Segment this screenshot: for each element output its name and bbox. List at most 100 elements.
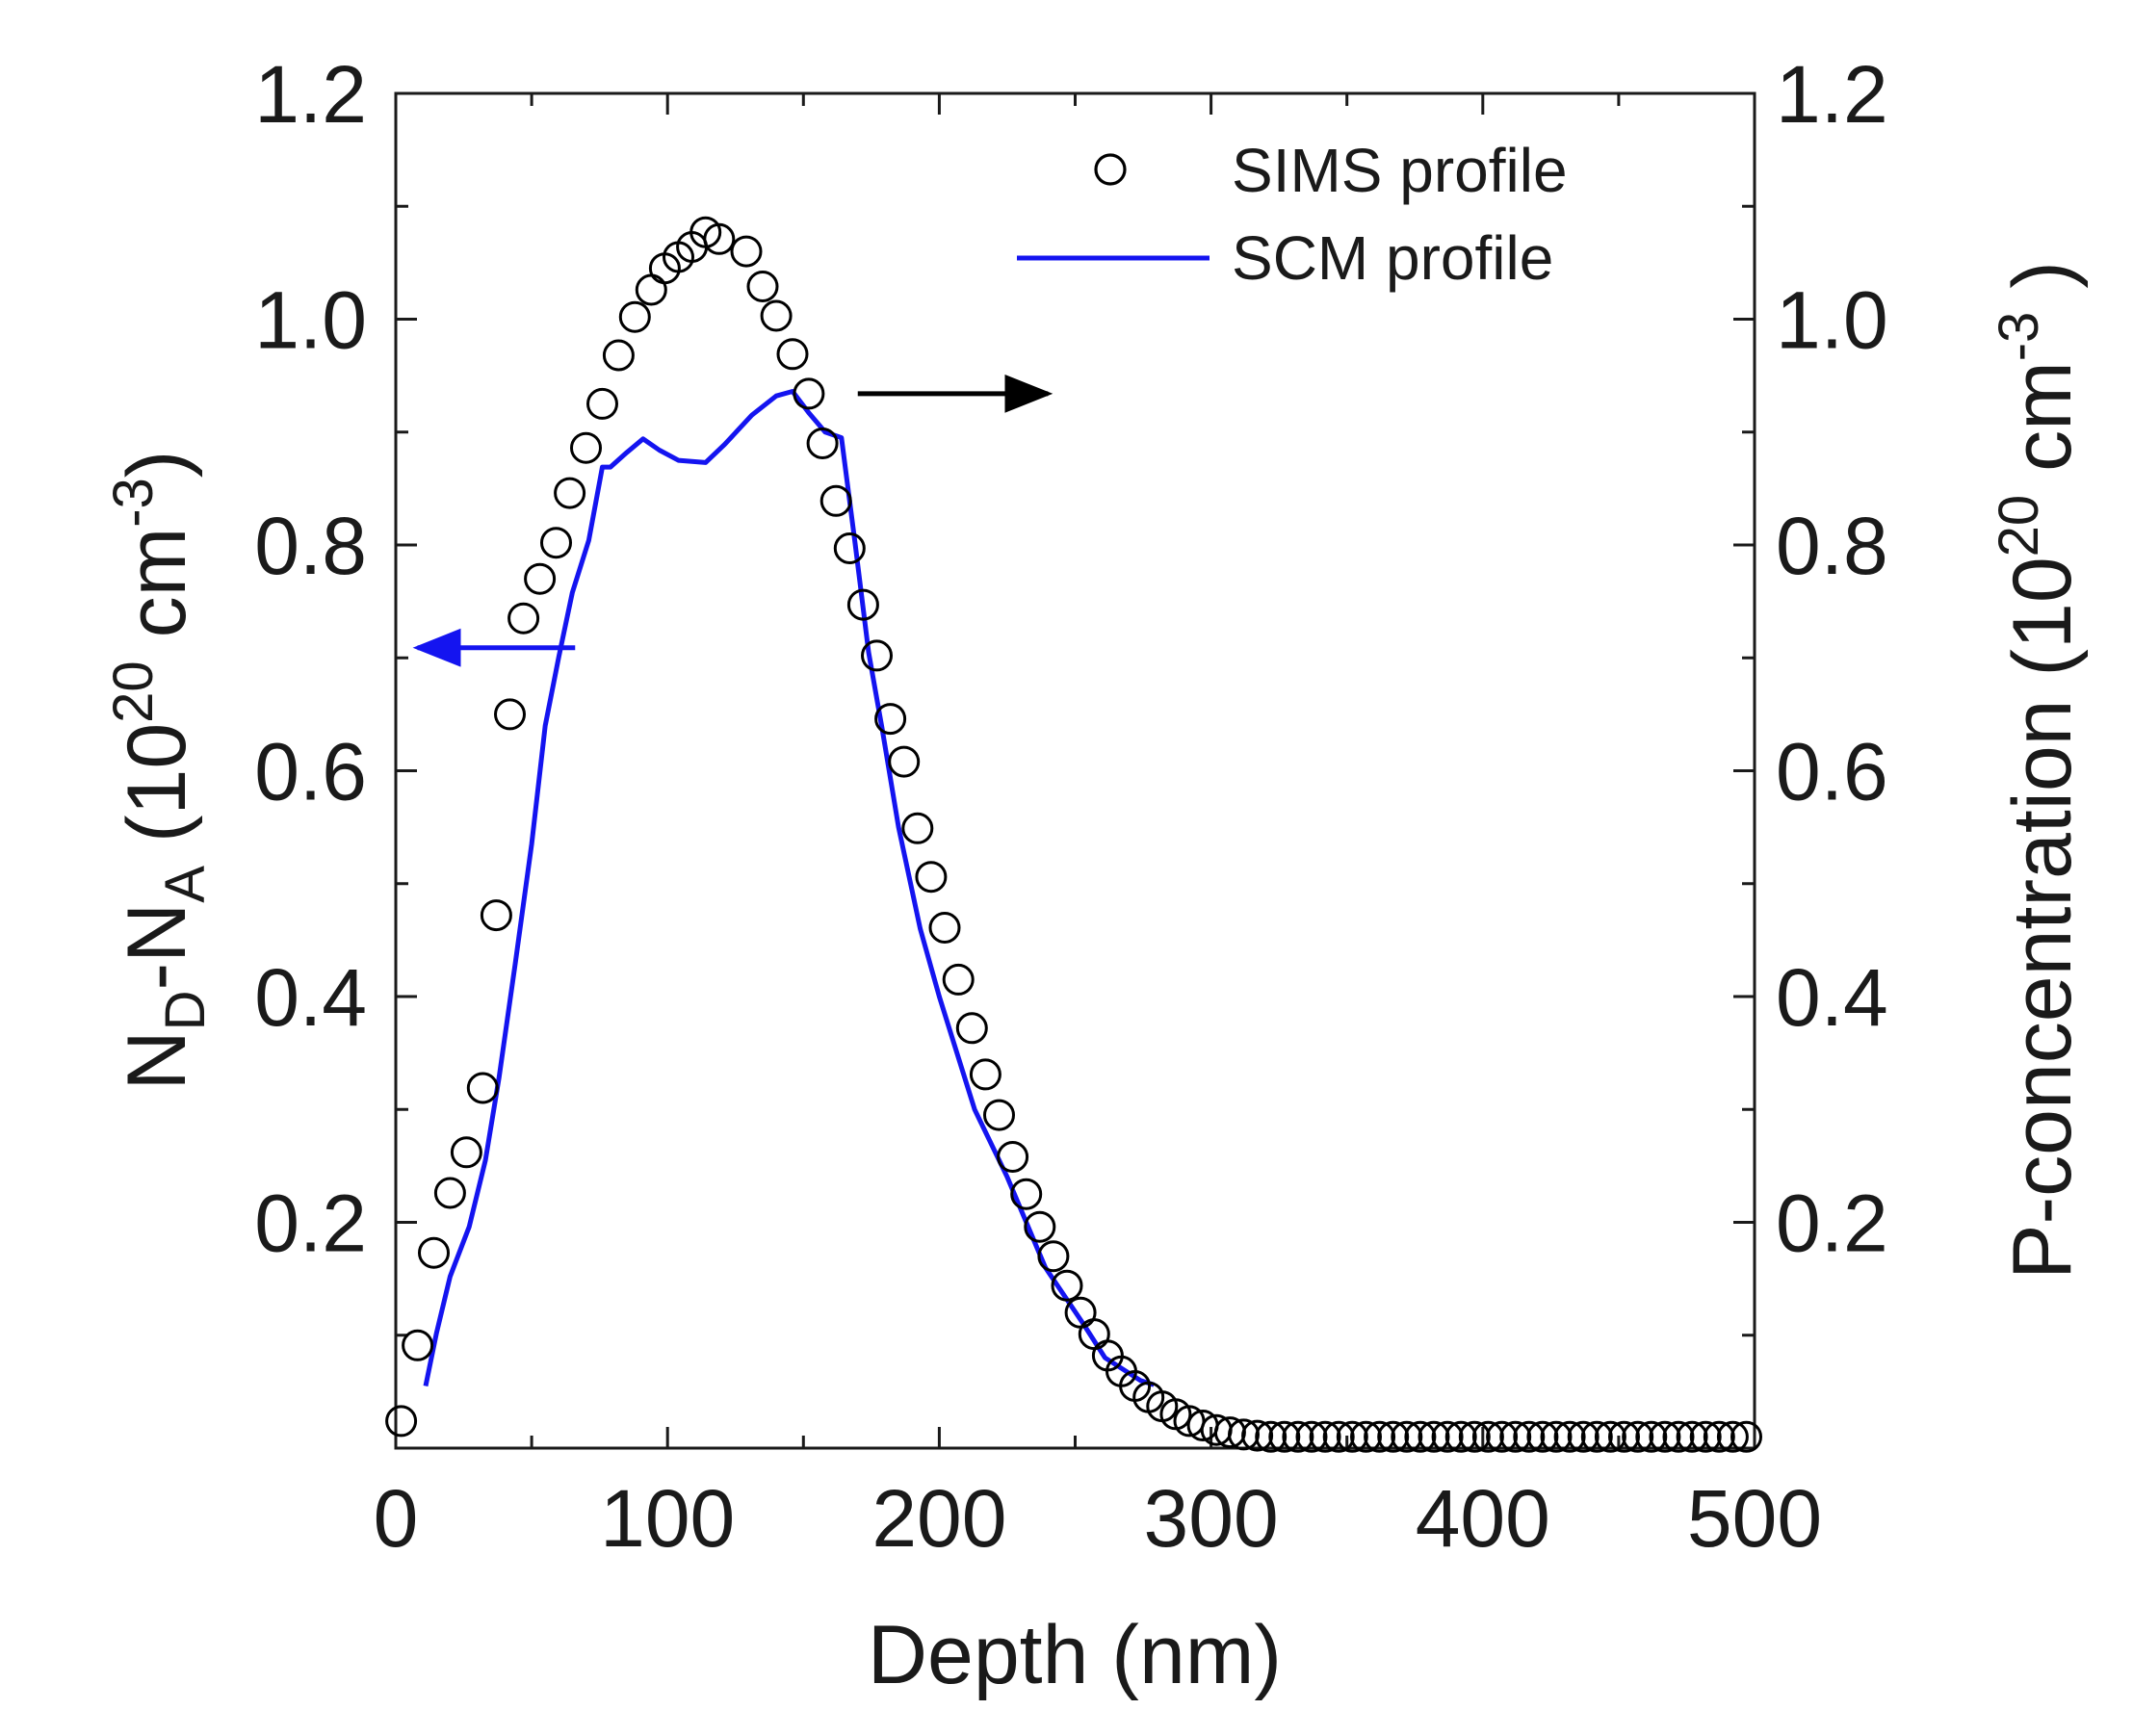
sims-point: [1309, 1420, 1341, 1453]
sims-point: [554, 477, 586, 509]
sims-point: [1703, 1420, 1735, 1453]
y-axis-title-right: P-concentration (1020 cm-3 ): [1988, 261, 2089, 1280]
sims-point: [806, 428, 839, 459]
sims-point: [1418, 1420, 1450, 1453]
sims-point: [586, 387, 618, 420]
sims-point: [1391, 1420, 1423, 1453]
sims-point: [1553, 1420, 1586, 1453]
x-tick-label: 400: [1416, 1473, 1550, 1564]
y-right-tick-label: 0.8: [1776, 501, 1888, 591]
sims-point: [793, 377, 825, 410]
sims-point: [570, 431, 602, 464]
sims-point: [1336, 1420, 1368, 1453]
sims-point: [1622, 1420, 1654, 1453]
sims-point: [888, 745, 921, 778]
sims-point: [1024, 1210, 1056, 1243]
y-right-tick-label: 0.6: [1776, 727, 1888, 817]
sims-point: [1322, 1420, 1355, 1453]
sims-point: [1364, 1420, 1396, 1453]
y-right-tick-label: 1.0: [1776, 275, 1888, 366]
sims-point: [1350, 1420, 1382, 1453]
y-right-tick-label: 0.4: [1776, 952, 1888, 1043]
sims-point: [494, 698, 526, 731]
sims-point: [1444, 1420, 1477, 1453]
sims-point: [524, 562, 557, 595]
sims-point: [1662, 1420, 1695, 1453]
y-right-unit: cm: [1996, 361, 2089, 495]
scm-profile-series: [423, 389, 1156, 1387]
sims-point: [861, 639, 893, 672]
sims-point: [1540, 1420, 1573, 1453]
sims-point: [846, 588, 879, 621]
x-tick-labels: 0 100 200 300 400 500: [374, 1473, 1822, 1564]
sims-point: [776, 338, 809, 371]
y-right-tick-labels: 0.2 0.4 0.6 0.8 1.0 1.2: [1776, 49, 1888, 1269]
legend-sims-label: SIMS profile: [1232, 136, 1568, 205]
x-tick-label: 200: [871, 1473, 1006, 1564]
sims-point: [1268, 1420, 1301, 1453]
sims-point: [1580, 1420, 1613, 1453]
y-left-paren-open: (10: [111, 723, 203, 866]
y-left-tick-label: 0.2: [254, 1179, 367, 1269]
y-left-tick-label: 0.8: [254, 501, 367, 591]
sims-point: [1037, 1240, 1070, 1273]
y-left-tick-label: 0.6: [254, 727, 367, 817]
y-left-paren-close: ): [111, 451, 203, 479]
legend-scm-label: SCM profile: [1232, 223, 1553, 293]
sims-point: [602, 339, 635, 372]
sims-point: [901, 812, 934, 844]
y-left-tick-label: 1.2: [254, 49, 367, 140]
sims-point: [618, 300, 651, 333]
sims-point: [1635, 1420, 1668, 1453]
sims-point: [1431, 1420, 1464, 1453]
sims-point: [703, 222, 736, 255]
sims-point: [1567, 1420, 1600, 1453]
y-left-sup2: -3: [102, 478, 165, 528]
sims-point: [1513, 1420, 1546, 1453]
sims-point: [433, 1177, 466, 1209]
sims-point: [730, 235, 763, 268]
sims-point: [540, 527, 572, 559]
y-left-sub2: A: [154, 866, 217, 903]
sims-point: [1730, 1420, 1762, 1453]
sims-point: [955, 1012, 988, 1045]
sims-point: [1241, 1419, 1274, 1452]
sims-point: [1051, 1269, 1083, 1302]
plot-frame: [394, 91, 1756, 1450]
sims-point: [760, 299, 793, 332]
sims-point: [1676, 1420, 1708, 1453]
sims-point: [1499, 1420, 1532, 1453]
sims-point: [819, 484, 852, 517]
sims-point: [874, 703, 907, 736]
x-tick-label: 500: [1687, 1473, 1822, 1564]
sims-point: [418, 1236, 450, 1269]
sims-point: [1255, 1420, 1288, 1453]
sims-point: [1608, 1420, 1640, 1453]
y-left-tick-label: 1.0: [254, 275, 367, 366]
y-left-sup1: 20: [102, 661, 165, 723]
y-right-tick-label: 1.2: [1776, 49, 1888, 140]
y-left-unit: cm: [111, 528, 203, 661]
y-right-sup2: -3: [1988, 312, 2050, 362]
sims-point: [1404, 1420, 1437, 1453]
sims-point: [507, 602, 540, 635]
sims-point: [480, 899, 512, 932]
sims-point: [746, 271, 779, 302]
sims-point: [1716, 1420, 1749, 1453]
legend: SIMS profile SCM profile: [1017, 136, 1568, 293]
sims-point: [450, 1136, 482, 1169]
scm-profile-line: [423, 389, 1156, 1387]
sims-point: [1228, 1418, 1260, 1451]
sims-point: [1377, 1420, 1410, 1453]
sims-point: [1594, 1420, 1626, 1453]
y-right-tick-label: 0.2: [1776, 1179, 1888, 1269]
y-axis-title-left: ND-NA (1020 cm-3): [102, 451, 217, 1091]
sims-point: [1689, 1420, 1722, 1453]
y-right-sup1: 20: [1988, 495, 2050, 557]
axis-arrows: [412, 374, 1053, 667]
sims-point: [969, 1058, 1001, 1091]
y-right-paren-open: (10: [1996, 557, 2089, 699]
sims-point: [1458, 1420, 1491, 1453]
x-tick-label: 0: [374, 1473, 419, 1564]
